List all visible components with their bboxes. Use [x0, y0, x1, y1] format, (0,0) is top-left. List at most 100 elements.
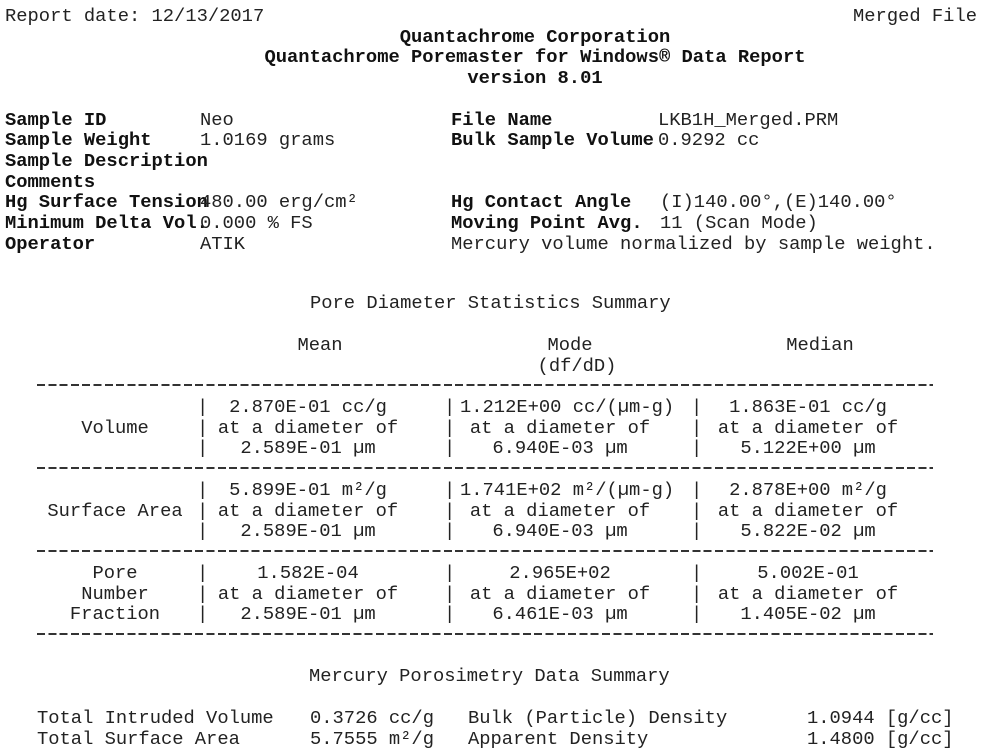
report-title: Quantachrome Poremaster for Windows® Dat… [264, 46, 806, 68]
table-cell: Surface Area [47, 499, 183, 522]
column-separator: | [197, 499, 209, 522]
column-separator: | [197, 437, 209, 460]
column-separator: | [444, 582, 456, 605]
table-cell: 6.940E-03 µm [492, 520, 628, 543]
table-cell: Pore [92, 562, 138, 584]
table-cell: 1.212E+00 cc/(µm-g) [460, 396, 675, 418]
table-cell: at a diameter of [469, 499, 651, 522]
table-cell: 2.870E-01 cc/g [229, 396, 387, 418]
column-separator: | [691, 396, 703, 418]
info-value: ATIK [200, 233, 246, 255]
table-cell: 2.965E+02 [509, 562, 611, 584]
dashed-divider [37, 633, 933, 635]
column-separator: | [691, 582, 703, 605]
table-cell: 5.822E-02 µm [740, 520, 876, 543]
table-cell: 2.878E+00 m²/g [729, 479, 887, 501]
table-cell: 2.589E-01 µm [240, 437, 376, 460]
info-note: Mercury volume normalized by sample weig… [451, 233, 936, 255]
table-cell: at a diameter of [717, 582, 899, 605]
column-separator: | [444, 437, 456, 460]
info-label: Comments [5, 171, 96, 193]
summary-label: Total Intruded Volume [37, 707, 274, 729]
table-cell: 2.589E-01 µm [240, 520, 376, 543]
summary-value: 5.7555 m²/g [310, 728, 434, 750]
summary-label: Apparent Density [468, 728, 649, 750]
table-cell: 6.461E-03 µm [492, 603, 628, 626]
summary-label: Total Surface Area [37, 728, 240, 750]
info-value: (I)140.00°,(E)140.00° [660, 191, 897, 213]
info-value: 0.000 % FS [200, 212, 313, 234]
table-cell: 1.741E+02 m²/(µm-g) [460, 479, 675, 501]
table-cell: 6.940E-03 µm [492, 437, 628, 460]
column-separator: | [691, 437, 703, 460]
summary-label: Bulk (Particle) Density [468, 707, 728, 729]
column-separator: | [691, 603, 703, 626]
column-separator: | [444, 396, 456, 418]
column-separator: | [197, 562, 209, 584]
column-separator: | [444, 479, 456, 501]
report-date: Report date: 12/13/2017 [5, 5, 265, 27]
table-cell: at a diameter of [717, 416, 899, 439]
info-label: Bulk Sample Volume [451, 129, 654, 151]
info-label: File Name [451, 109, 553, 131]
column-separator: | [444, 416, 456, 439]
table-cell: 1.405E-02 µm [740, 603, 876, 626]
dashed-divider [37, 550, 933, 552]
column-separator: | [691, 416, 703, 439]
version: version 8.01 [467, 67, 603, 89]
column-separator: | [691, 520, 703, 543]
col-median: Median [786, 334, 854, 356]
col-mean: Mean [297, 334, 343, 356]
column-separator: | [444, 520, 456, 543]
col-mode-sub: (df/dD) [537, 355, 617, 377]
table-cell: Fraction [69, 603, 161, 626]
hg-summary-title: Mercury Porosimetry Data Summary [309, 665, 670, 687]
table-cell: Number [81, 582, 149, 605]
table-cell: 5.002E-01 [757, 562, 859, 584]
info-value: LKB1H_Merged.PRM [658, 109, 839, 131]
column-separator: | [691, 562, 703, 584]
summary-value: 1.4800 [g/cc] [807, 728, 954, 750]
info-value: Neo [200, 109, 234, 131]
info-label: Hg Surface Tension [5, 191, 208, 213]
info-label: Minimum Delta Vol. [5, 212, 208, 234]
column-separator: | [197, 582, 209, 605]
column-separator: | [197, 520, 209, 543]
table-cell: at a diameter of [217, 582, 399, 605]
info-label: Moving Point Avg. [451, 212, 643, 234]
column-separator: | [197, 479, 209, 501]
file-tag: Merged File [853, 5, 977, 27]
column-separator: | [444, 603, 456, 626]
info-value: 11 (Scan Mode) [660, 212, 818, 234]
info-value: 0.9292 cc [658, 129, 760, 151]
table-cell: at a diameter of [469, 416, 651, 439]
table-cell: at a diameter of [217, 499, 399, 522]
info-label: Sample Description [5, 150, 208, 172]
info-value: 480.00 erg/cm² [200, 191, 358, 213]
info-value: 1.0169 grams [200, 129, 336, 151]
info-label: Operator [5, 233, 96, 255]
table-cell: 1.863E-01 cc/g [729, 396, 887, 418]
info-label: Hg Contact Angle [451, 191, 632, 213]
summary-value: 1.0944 [g/cc] [807, 707, 954, 729]
column-separator: | [197, 603, 209, 626]
table-cell: 1.582E-04 [257, 562, 359, 584]
info-label: Sample ID [5, 109, 107, 131]
table-cell: Volume [81, 416, 149, 439]
column-separator: | [444, 562, 456, 584]
table-cell: 2.589E-01 µm [240, 603, 376, 626]
company-title: Quantachrome Corporation [399, 26, 671, 48]
column-separator: | [197, 396, 209, 418]
info-label: Sample Weight [5, 129, 152, 151]
column-separator: | [197, 416, 209, 439]
col-mode: Mode [547, 334, 593, 356]
table-cell: 5.122E+00 µm [740, 437, 876, 460]
pore-stats-title: Pore Diameter Statistics Summary [310, 292, 671, 314]
table-cell: at a diameter of [217, 416, 399, 439]
summary-value: 0.3726 cc/g [310, 707, 434, 729]
dashed-divider [37, 384, 933, 386]
column-separator: | [444, 499, 456, 522]
column-separator: | [691, 479, 703, 501]
table-cell: at a diameter of [469, 582, 651, 605]
